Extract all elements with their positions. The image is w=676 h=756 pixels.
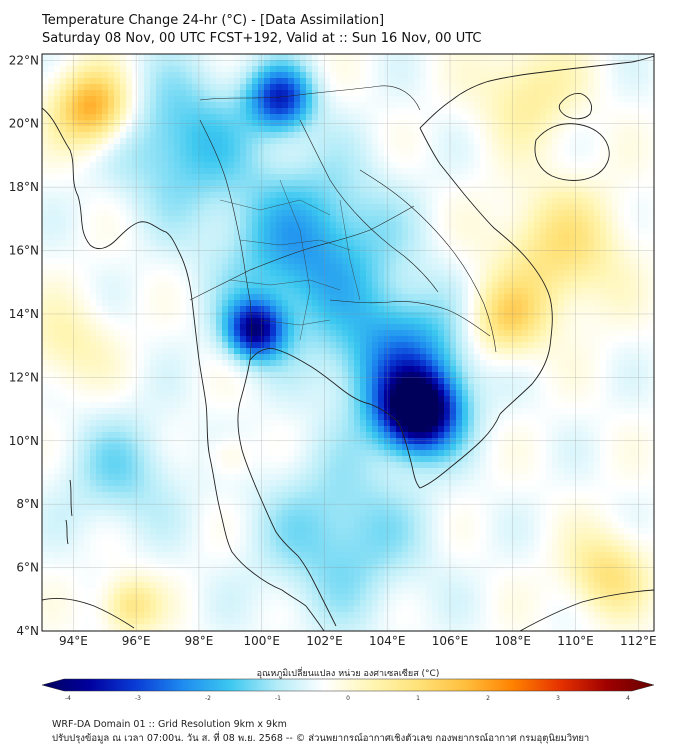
colorbar-tick-label: 0: [346, 695, 350, 702]
border-cambodia: [329, 299, 491, 337]
andaman-islands: [65, 479, 73, 545]
border-thai-myanmar: [199, 119, 252, 361]
map-frame: [41, 53, 655, 632]
coast-gulf-north: [249, 348, 399, 423]
lat-tick-label: 18°N: [9, 180, 39, 194]
lon-tick-label: 96°E: [122, 634, 151, 648]
lon-tick-label: 98°E: [184, 634, 213, 648]
lon-tick-label: 94°E: [59, 634, 88, 648]
latitude-labels: 22°N 20°N 18°N 16°N 14°N 12°N 10°N 8°N 6°N 4°N: [9, 53, 39, 638]
colorbar-tick-label: -4: [65, 695, 71, 702]
lat-tick-label: 14°N: [9, 307, 39, 321]
lat-tick-label: 8°N: [16, 497, 39, 511]
coast-malay-east: [297, 555, 337, 627]
colorbar-ticks: -4 -3 -2 -1 0 1 2 3 4: [65, 695, 630, 702]
coast-hainan: [534, 123, 610, 181]
colorbar-tick-label: 3: [556, 695, 560, 702]
lon-tick-label: 104°E: [369, 634, 406, 648]
lon-tick-label: 110°E: [557, 634, 594, 648]
chart-title-block: Temperature Change 24-hr (°C) - [Data As…: [42, 12, 482, 48]
colorbar-tick-label: 4: [626, 695, 630, 702]
lon-tick-label: 100°E: [243, 634, 280, 648]
coast-borneo: [519, 589, 654, 631]
footer-line-1: WRF-DA Domain 01 :: Grid Resolution 9km …: [52, 719, 287, 730]
colorbar-title: อุณหภูมิเปลี่ยนแปลง หน่วย องศาเซลเซียส (…: [257, 666, 440, 679]
lat-tick-label: 22°N: [9, 53, 39, 67]
temperature-field: [42, 54, 654, 631]
lon-tick-label: 108°E: [495, 634, 532, 648]
title-line-1: Temperature Change 24-hr (°C) - [Data As…: [42, 13, 385, 28]
coast-bay-of-bengal: [42, 107, 181, 255]
coast-vietnam-east: [419, 127, 553, 415]
colorbar-tick-label: -1: [275, 695, 281, 702]
border-vietnam-laos: [359, 169, 497, 353]
lat-tick-label: 10°N: [9, 434, 39, 448]
lon-tick-label: 106°E: [432, 634, 469, 648]
coast-tonkin: [419, 55, 654, 129]
colorbar-tick-label: 2: [486, 695, 490, 702]
colorbar-bar: [41, 678, 655, 692]
lat-tick-label: 4°N: [16, 624, 39, 638]
lon-tick-label: 102°E: [306, 634, 343, 648]
lat-tick-label: 12°N: [9, 370, 39, 384]
coast-gulf-west: [237, 359, 299, 557]
title-line-2: Saturday 08 Nov, 00 UTC FCST+192, Valid …: [42, 31, 482, 46]
coast-andaman: [179, 253, 307, 607]
provinces: [219, 179, 361, 341]
colorbar-tick-label: -3: [135, 695, 141, 702]
border-thai-north: [189, 205, 415, 301]
coastlines-borders: [42, 55, 654, 631]
footer: WRF-DA Domain 01 :: Grid Resolution 9km …: [52, 718, 589, 746]
border-china: [199, 85, 421, 111]
lat-tick-label: 16°N: [9, 244, 39, 258]
colorbar: อุณหภูมิเปลี่ยนแปลง หน่วย องศาเซลเซียส (…: [41, 666, 655, 702]
footer-line-2: ปรับปรุงข้อมูล ณ เวลา 07:00น. วัน ส. ที่…: [52, 733, 590, 744]
border-laos: [299, 119, 439, 293]
lat-tick-label: 6°N: [16, 561, 39, 575]
coast-sumatra: [42, 597, 135, 629]
longitude-labels: 94°E 96°E 98°E 100°E 102°E 104°E 106°E 108°E 110…: [59, 634, 657, 648]
colorbar-tick-label: 1: [416, 695, 420, 702]
graticule: [42, 54, 654, 631]
coast-leizhou: [558, 93, 593, 120]
coast-mekong: [397, 413, 501, 489]
coast-malay: [305, 605, 325, 631]
lon-tick-label: 112°E: [620, 634, 657, 648]
lat-tick-label: 20°N: [9, 117, 39, 131]
colorbar-tick-label: -2: [205, 695, 211, 702]
